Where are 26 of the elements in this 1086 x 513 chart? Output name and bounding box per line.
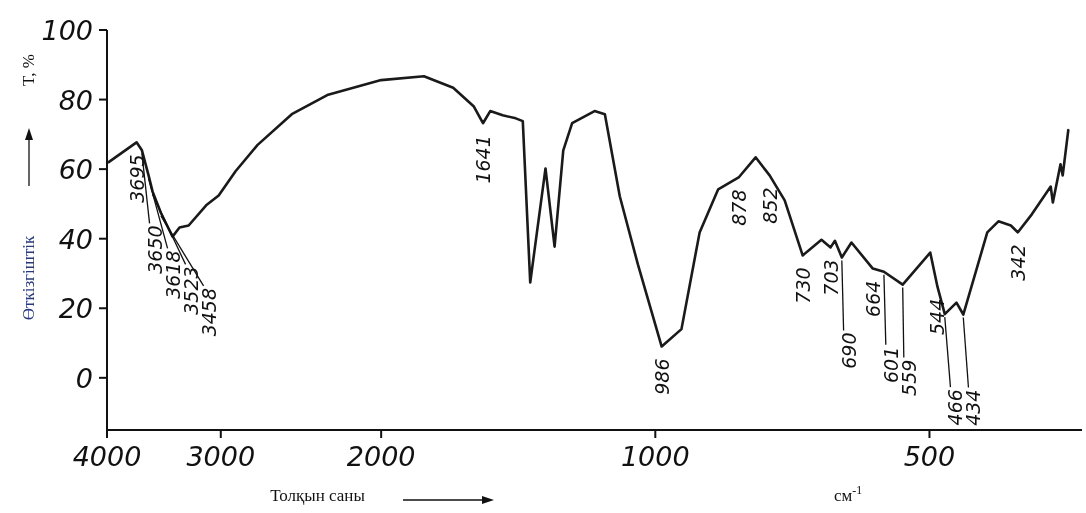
annotation: 690 — [837, 332, 860, 369]
annotation: 878 — [727, 189, 750, 226]
annotation: 730 — [791, 267, 814, 304]
y-tick-label: 60 — [58, 154, 93, 186]
annotation: 342 — [1006, 244, 1029, 281]
y-axis-title: Өткізгіштік — [19, 234, 38, 321]
annotation: 544 — [926, 298, 949, 335]
x-tick-label: 1000 — [620, 441, 690, 472]
x-tick-label: 3000 — [186, 441, 256, 472]
x-tick-label: 500 — [903, 441, 956, 472]
annotation: 986 — [650, 358, 673, 395]
y-tick-label: 80 — [58, 84, 93, 116]
y-tick-label: 100 — [41, 15, 93, 46]
text: T, % — [19, 54, 38, 86]
y-tick-label: 20 — [58, 293, 93, 325]
annotation: 852 — [758, 187, 781, 224]
y-tick-label: 0 — [75, 362, 93, 394]
x-axis-title: Толқын саны — [270, 486, 366, 505]
annotation: 3695 — [125, 154, 148, 203]
y-tick-label: 40 — [58, 223, 93, 255]
annotation: 664 — [861, 280, 884, 317]
annotation: 1641 — [471, 135, 494, 184]
x-tick-label: 2000 — [346, 441, 416, 472]
text: см$^{-1}$ — [834, 483, 863, 505]
annotation: 703 — [819, 259, 842, 296]
x-tick-label: 4000 — [72, 441, 142, 472]
